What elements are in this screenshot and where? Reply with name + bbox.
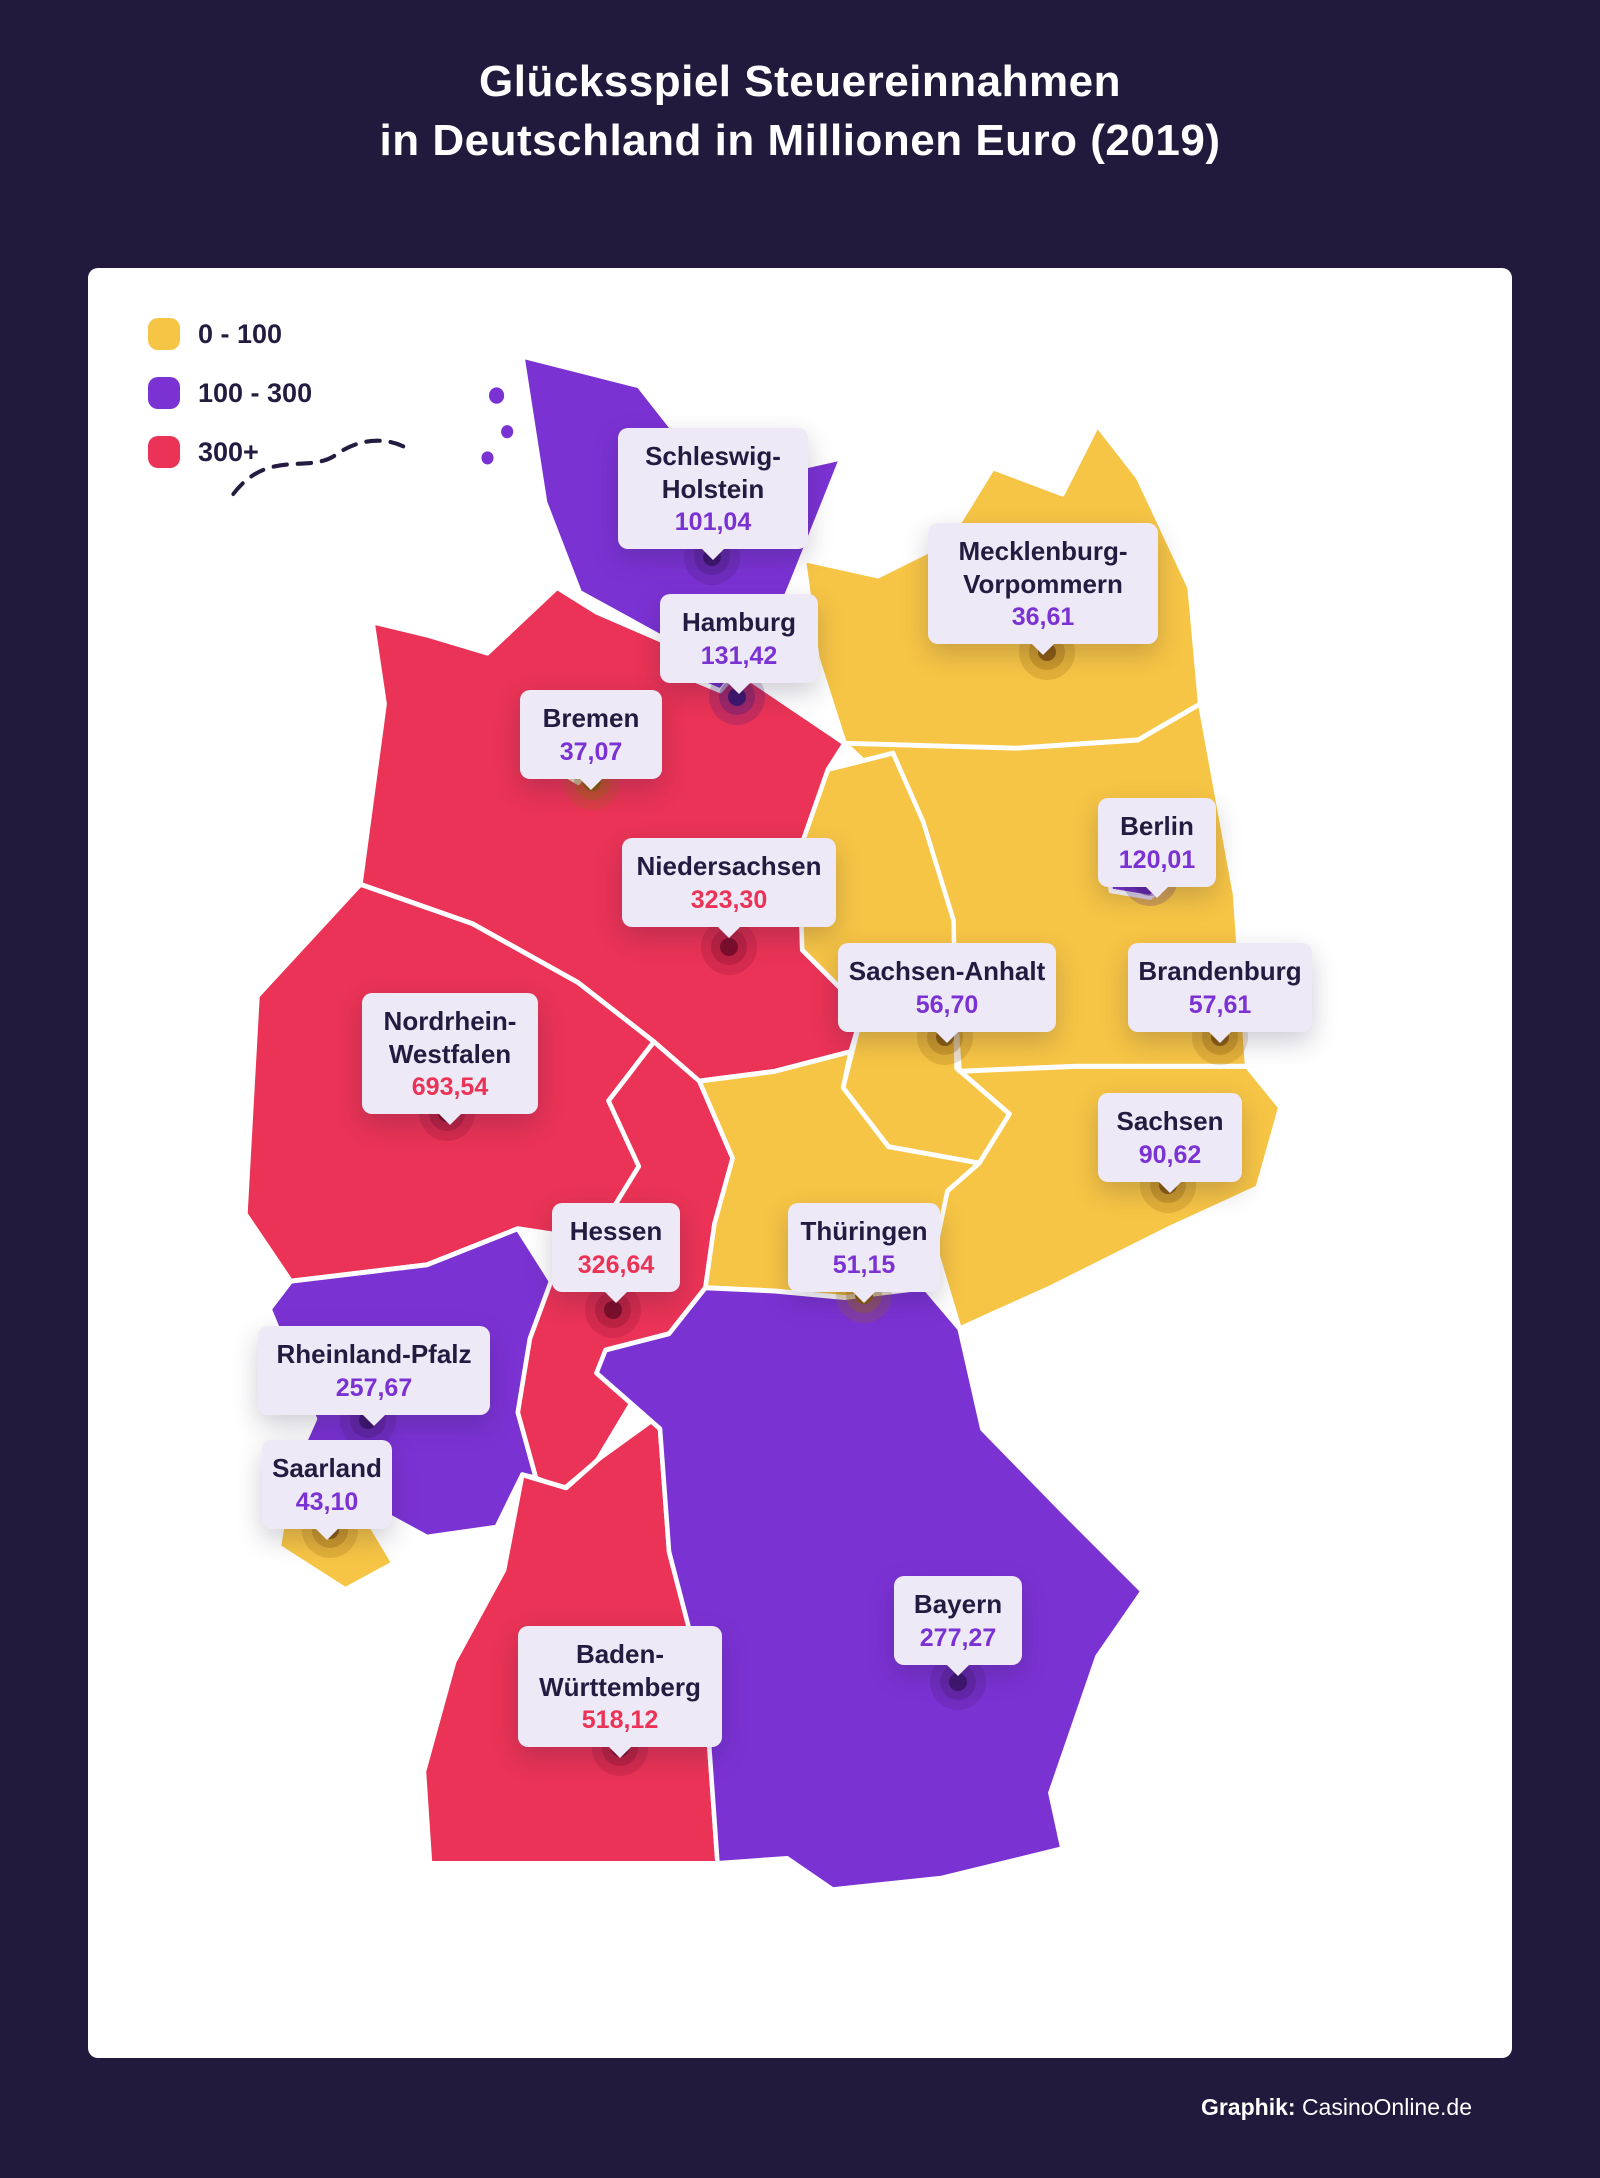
state-value: 257,67 xyxy=(335,1373,413,1402)
state-name: Bremen xyxy=(542,703,640,733)
legend-item-300plus: 300+ xyxy=(148,436,259,468)
legend-label: 100 - 300 xyxy=(198,377,313,408)
state-name: Sachsen xyxy=(1116,1106,1224,1136)
legend-swatch-yellow xyxy=(148,318,180,350)
legend-swatch-purple xyxy=(148,377,180,409)
state-name: Nordrhein-Westfalen xyxy=(383,1006,517,1069)
label-bremen: Bremen 37,07 xyxy=(520,690,662,779)
state-value: 51,15 xyxy=(832,1250,896,1279)
state-name: Brandenburg xyxy=(1138,956,1302,986)
label-mecklenburg-vorpommern: Mecklenburg-Vorpommern 36,61 xyxy=(928,523,1158,644)
label-brandenburg: Brandenburg 57,61 xyxy=(1128,943,1312,1032)
label-hessen: Hessen 326,64 xyxy=(552,1203,680,1292)
state-value: 693,54 xyxy=(411,1073,489,1101)
page-title-line2: in Deutschland in Millionen Euro (2019) xyxy=(379,116,1221,166)
label-thueringen: Thüringen 51,15 xyxy=(788,1203,940,1292)
state-value: 277,27 xyxy=(919,1623,997,1652)
state-bayern xyxy=(594,1285,1145,1893)
state-value: 57,61 xyxy=(1188,990,1252,1019)
state-name: Bayern xyxy=(913,1589,1003,1619)
label-baden-wuerttemberg: Baden-Württemberg 518,12 xyxy=(518,1626,722,1747)
label-niedersachsen: Niedersachsen 323,30 xyxy=(622,838,836,927)
state-name: Mecklenburg-Vorpommern xyxy=(958,536,1128,599)
state-name: Thüringen xyxy=(800,1216,928,1246)
state-name: Schleswig-Holstein xyxy=(645,441,781,504)
state-value: 120,01 xyxy=(1118,845,1196,874)
label-rheinland-pfalz: Rheinland-Pfalz 257,67 xyxy=(258,1326,490,1415)
label-bayern: Bayern 277,27 xyxy=(894,1576,1022,1665)
state-name: Rheinland-Pfalz xyxy=(276,1339,472,1369)
attribution-label: Graphik: xyxy=(1200,2094,1296,2120)
page-title-line1: Glücksspiel Steuereinnahmen xyxy=(479,57,1121,106)
island-dot xyxy=(501,425,514,439)
state-value: 131,42 xyxy=(700,641,778,670)
label-schleswig-holstein: Schleswig-Holstein 101,04 xyxy=(618,428,808,549)
state-value: 43,10 xyxy=(295,1487,359,1516)
legend-item-0-100: 0 - 100 xyxy=(148,318,282,350)
island-dot xyxy=(489,387,505,404)
attribution-brand: CasinoOnline.de xyxy=(1301,2094,1472,2120)
island-dot xyxy=(481,451,494,465)
state-value: 56,70 xyxy=(915,990,979,1019)
label-berlin: Berlin 120,01 xyxy=(1098,798,1216,887)
legend-swatch-red xyxy=(148,436,180,468)
state-name: Hamburg xyxy=(681,607,797,637)
state-value: 37,07 xyxy=(559,737,623,766)
coastline-dashed-line xyxy=(231,438,414,497)
state-value: 101,04 xyxy=(674,508,752,536)
label-nordrhein-westfalen: Nordrhein-Westfalen 693,54 xyxy=(362,993,538,1114)
state-name: Berlin xyxy=(1120,811,1194,841)
legend-label: 0 - 100 xyxy=(198,318,283,349)
state-value: 326,64 xyxy=(577,1250,655,1279)
legend-item-100-300: 100 - 300 xyxy=(148,377,312,409)
label-sachsen-anhalt: Sachsen-Anhalt 56,70 xyxy=(838,943,1056,1032)
state-name: Saarland xyxy=(272,1453,382,1483)
state-name: Niedersachsen xyxy=(636,851,822,881)
state-name: Baden-Württemberg xyxy=(539,1639,701,1702)
state-value: 518,12 xyxy=(581,1706,659,1734)
state-value: 323,30 xyxy=(690,885,768,914)
state-name: Hessen xyxy=(569,1216,663,1246)
legend-label: 300+ xyxy=(198,436,259,467)
state-value: 36,61 xyxy=(1011,603,1075,631)
attribution: Graphik: CasinoOnline.de xyxy=(1201,2094,1472,2121)
page-title: Glücksspiel Steuereinnahmen in Deutschla… xyxy=(0,52,1600,171)
label-saarland: Saarland 43,10 xyxy=(262,1440,392,1529)
label-sachsen: Sachsen 90,62 xyxy=(1098,1093,1242,1182)
label-hamburg: Hamburg 131,42 xyxy=(660,594,818,683)
state-value: 90,62 xyxy=(1138,1140,1202,1169)
state-name: Sachsen-Anhalt xyxy=(848,956,1046,986)
